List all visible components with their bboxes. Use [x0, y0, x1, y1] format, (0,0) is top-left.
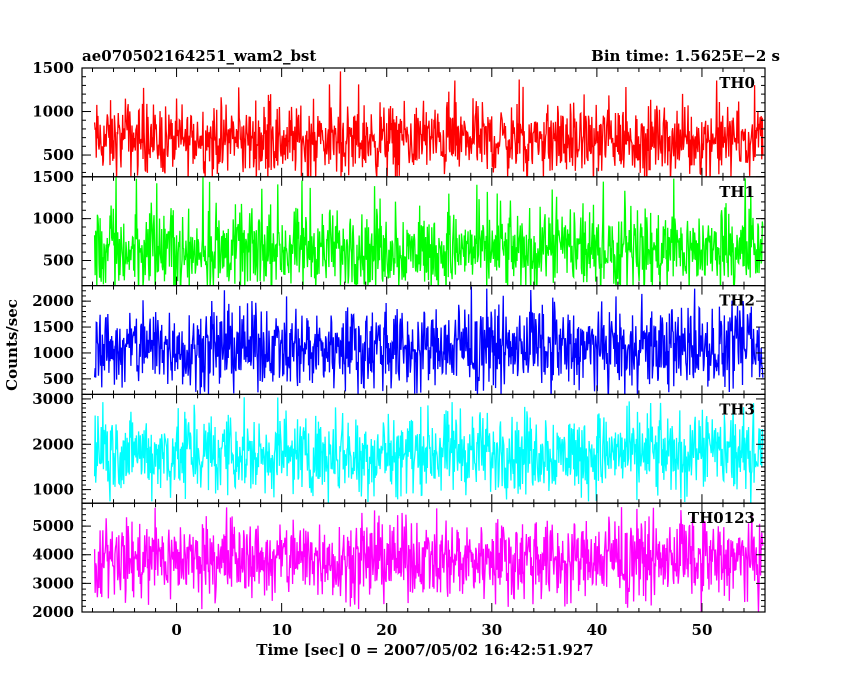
y-tick-label: 1000 — [32, 210, 74, 228]
y-tick-label: 500 — [43, 370, 74, 388]
bin-time-label: Bin time: 1.5625E−2 s — [591, 47, 780, 65]
y-tick-label: 4000 — [32, 546, 74, 564]
y-tick-label: 500 — [43, 146, 74, 164]
x-tick-label: 40 — [586, 621, 607, 639]
y-axis-label: Counts/sec — [3, 299, 21, 391]
series-label-th3: TH3 — [719, 400, 755, 418]
panel-th0123: 2000 3000 4000 5000 TH0123 — [32, 502, 766, 621]
y-tick-label: 1000 — [32, 344, 74, 362]
series-label-th1: TH1 — [719, 183, 755, 201]
series-line-th0123 — [93, 507, 764, 613]
x-tick-label: 10 — [271, 621, 292, 639]
y-tick-label: 1500 — [32, 318, 74, 336]
panel-th2: 500 1000 1500 2000 TH2 — [32, 285, 766, 396]
x-tick-label: 30 — [481, 621, 502, 639]
y-tick-label: 1000 — [32, 103, 74, 121]
panels: 500 1000 1500 TH0 500 1000 1500 TH1 500 1000 1500 2… — [32, 59, 766, 621]
y-tick-label: 5000 — [32, 517, 74, 535]
x-tick-label: 20 — [376, 621, 397, 639]
x-axis: 0 10 20 30 40 50 — [171, 621, 712, 639]
y-tick-label: 2000 — [32, 435, 74, 453]
x-axis-label: Time [sec] 0 = 2007/05/02 16:42:51.927 — [256, 641, 593, 659]
y-tick-label: 3000 — [32, 574, 74, 592]
x-tick-label: 50 — [692, 621, 713, 639]
series-line-th0 — [93, 71, 764, 177]
panel-th3: 1000 2000 3000 TH3 — [32, 390, 766, 504]
panel-th0: 500 1000 1500 TH0 — [32, 59, 766, 178]
panel-th1: 500 1000 1500 TH1 — [32, 168, 766, 287]
y-tick-label: 1000 — [32, 481, 74, 499]
series-line-th3 — [93, 397, 764, 504]
x-tick-label: 0 — [171, 621, 181, 639]
series-label-th0123: TH0123 — [688, 509, 755, 527]
y-tick-label: 500 — [43, 251, 74, 269]
series-line-th1 — [93, 176, 764, 286]
chart-title-left: ae070502164251_wam2_bst — [82, 47, 316, 65]
panel-frame — [81, 502, 766, 613]
series-label-th2: TH2 — [719, 292, 755, 310]
y-tick-label: 2000 — [32, 292, 74, 310]
series-line-th2 — [93, 286, 764, 395]
y-tick-label: 1500 — [32, 168, 74, 186]
y-tick-label: 2000 — [32, 603, 74, 621]
series-label-th0: TH0 — [719, 74, 755, 92]
y-tick-label: 1500 — [32, 59, 74, 77]
y-tick-label: 3000 — [32, 390, 74, 408]
